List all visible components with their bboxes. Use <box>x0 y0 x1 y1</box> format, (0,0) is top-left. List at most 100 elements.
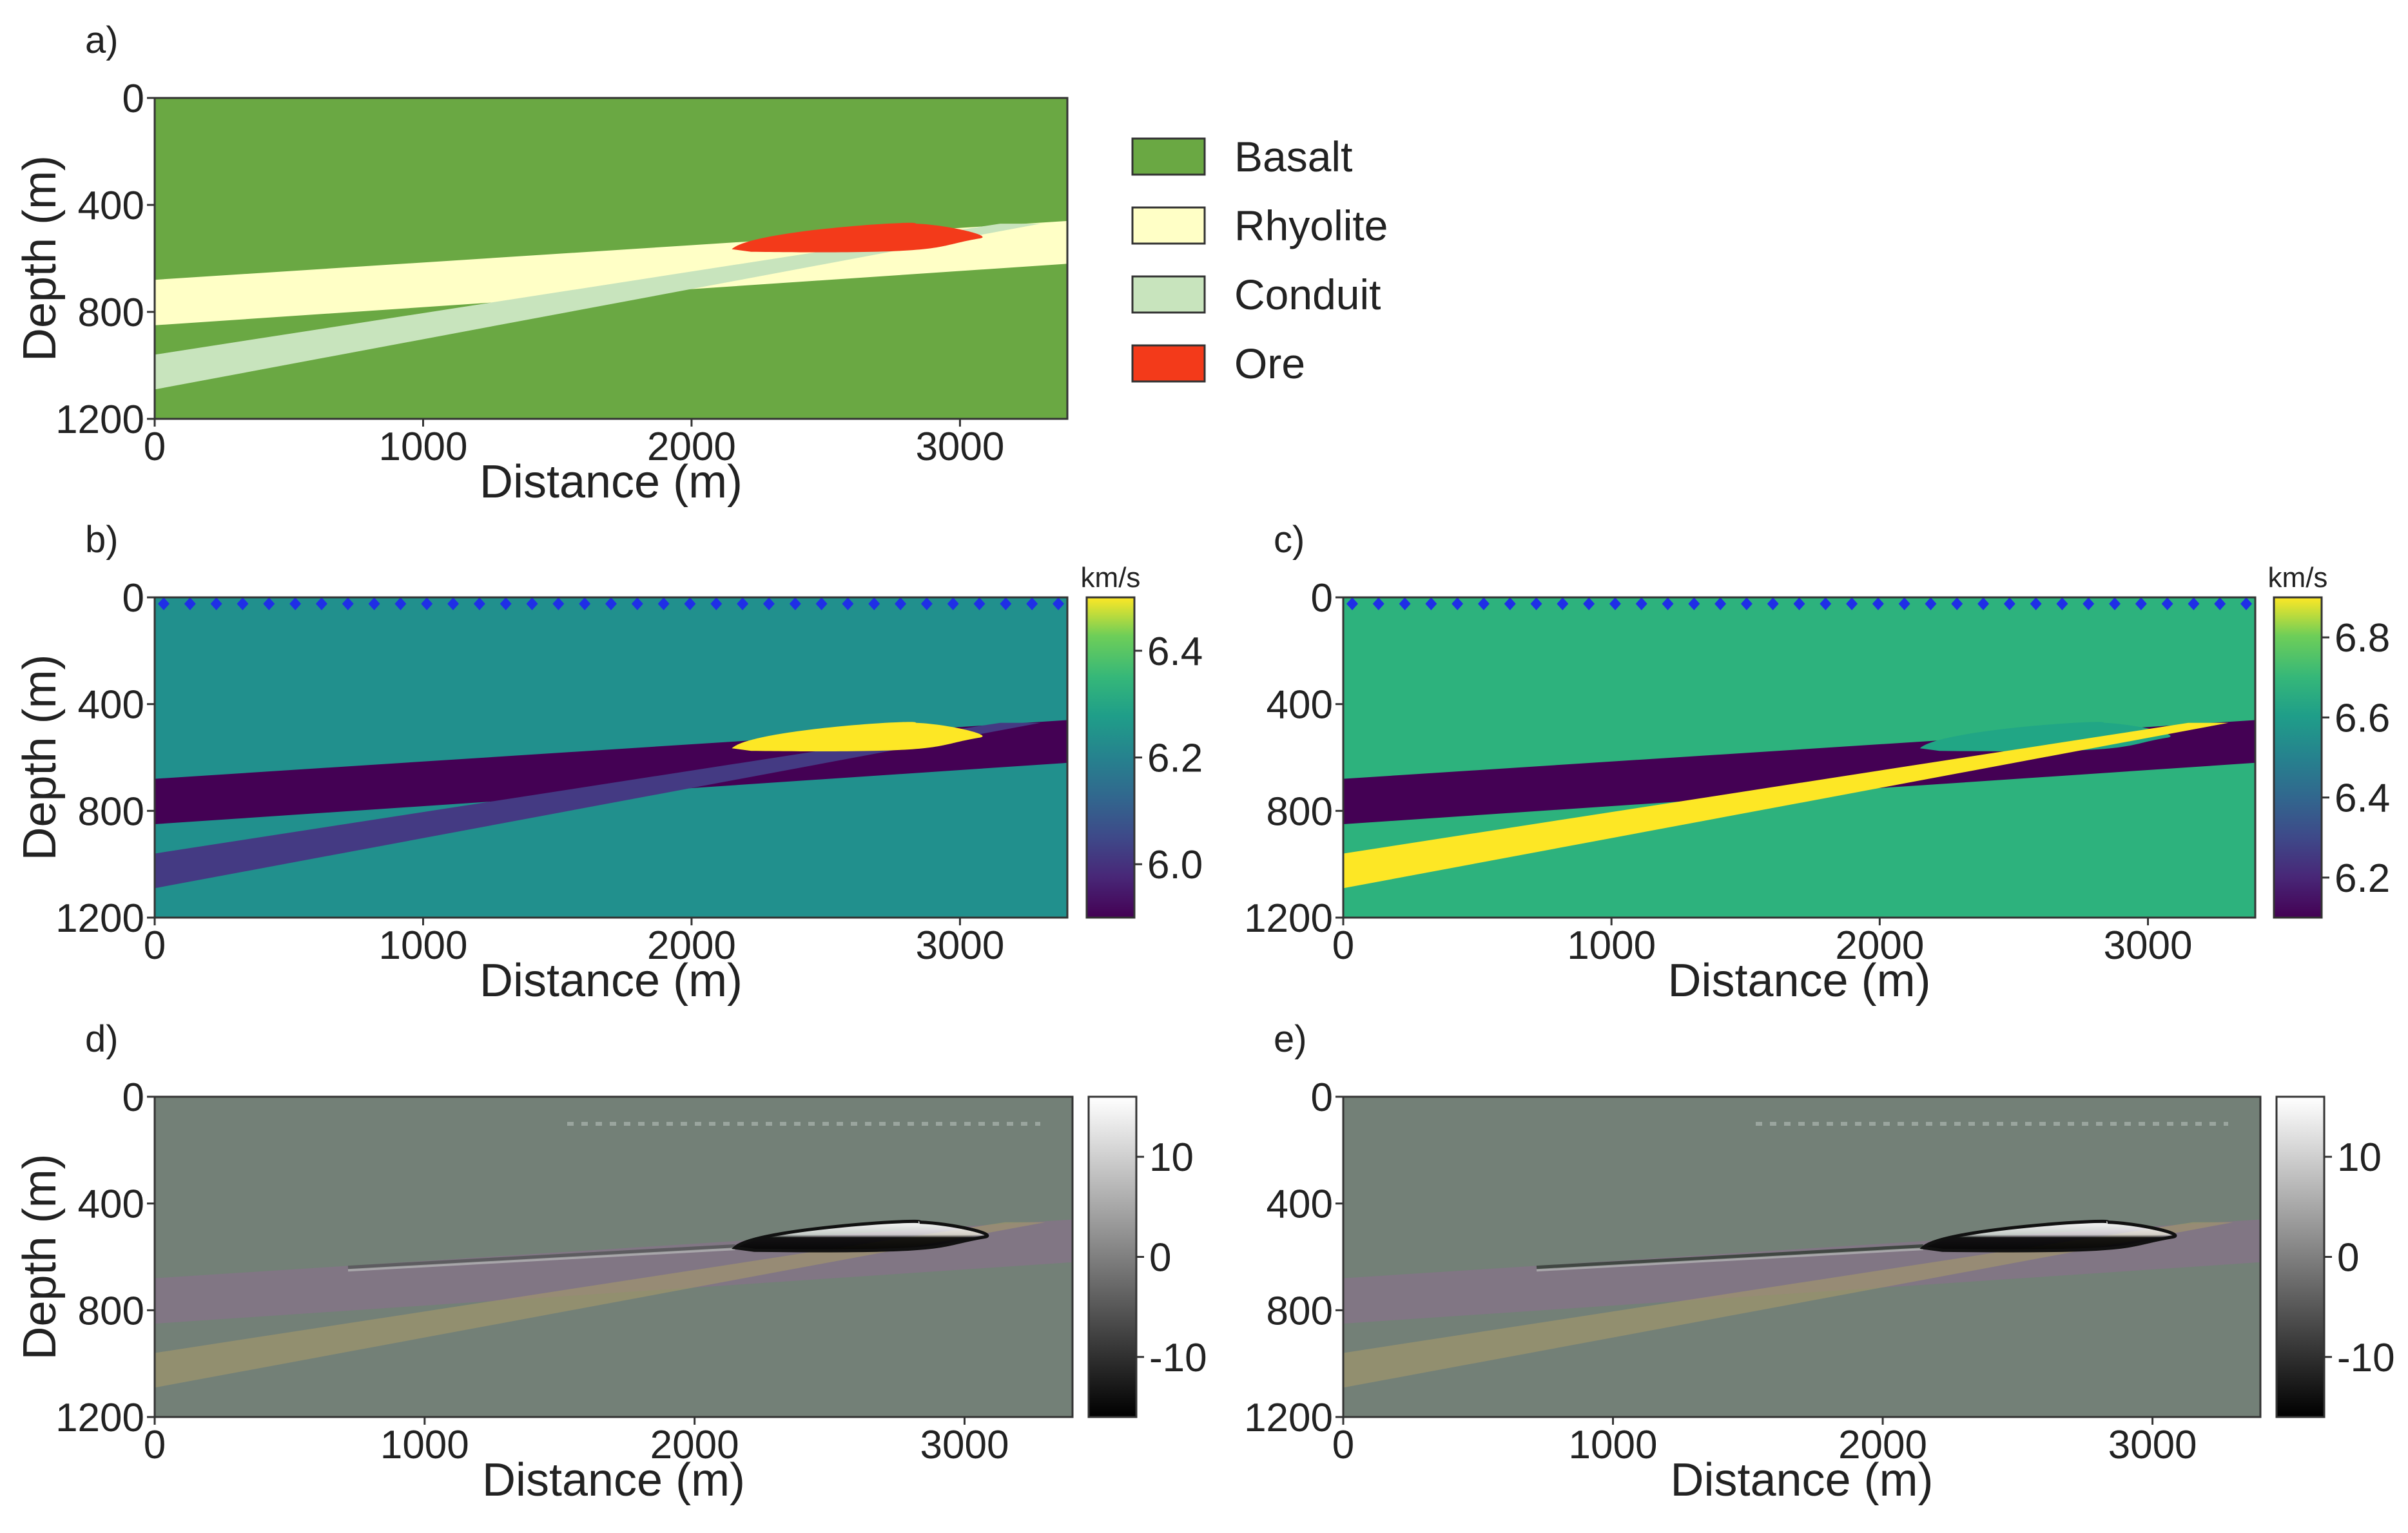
receiver-marker <box>605 597 617 610</box>
receiver-marker <box>1609 597 1621 610</box>
conduit-layer <box>155 224 1041 390</box>
receiver-marker <box>2161 597 2173 610</box>
x-tick-label: 1000 <box>380 1423 469 1467</box>
receiver-marker <box>473 597 485 610</box>
colorbar-tick-label: -10 <box>1149 1336 1207 1380</box>
colorbar-tick-label: 10 <box>2337 1135 2382 1180</box>
colorbar-tick-label: 6.8 <box>2335 616 2390 660</box>
y-tick-label: 1200 <box>1244 896 1333 941</box>
colorbar-tick-label: 6.6 <box>2335 696 2390 740</box>
panel-a: 0 1000 2000 3000 0 400 800 1200 Distance (m) Dept… <box>14 19 1069 508</box>
receiver-marker <box>1000 597 1012 610</box>
y-tick-label: 400 <box>78 683 144 728</box>
receiver-marker <box>394 597 407 610</box>
receiver-marker <box>868 597 880 610</box>
x-tick-label: 0 <box>144 1423 166 1467</box>
receiver-marker <box>579 597 591 610</box>
panel-c: 0 1000 2000 3000 0 400 800 1200 Distance (m) c) 6.… <box>1244 519 2390 1007</box>
receiver-marker <box>789 597 801 610</box>
ore-reflection <box>735 1221 987 1251</box>
y-tick-label: 400 <box>1267 1182 1333 1227</box>
colorbar-tick-label: 6.2 <box>1147 737 1203 781</box>
y-tick-label: 400 <box>1267 683 1333 728</box>
x-tick-label: 2000 <box>647 923 736 968</box>
plot-area <box>1343 1097 2260 1417</box>
conduit-layer <box>155 722 1041 889</box>
colorbar-tick-label: 6.4 <box>2335 776 2390 821</box>
x-tick-label: 0 <box>144 425 166 469</box>
x-axis-label: Distance (m) <box>482 1454 745 1506</box>
y-tick-label: 800 <box>78 291 144 335</box>
receiver-marker <box>1530 597 1542 610</box>
receiver-marker <box>842 597 854 610</box>
legend-swatch-basalt <box>1131 137 1206 176</box>
receiver-marker <box>1504 597 1516 610</box>
receiver-marker <box>2135 597 2147 610</box>
x-axis-label: Distance (m) <box>480 456 743 508</box>
y-tick-label: 1200 <box>1244 1396 1333 1440</box>
x-tick-label: 0 <box>1332 923 1354 968</box>
receiver-marker <box>2240 597 2252 610</box>
y-tick-label: 0 <box>122 1075 144 1120</box>
ore-body <box>732 722 983 751</box>
axes-frame <box>1342 596 2257 919</box>
receiver-marker <box>1846 597 1858 610</box>
plot-area <box>1343 597 2255 918</box>
y-tick-label: 800 <box>78 789 144 834</box>
legend-swatch-rhyolite <box>1131 206 1206 245</box>
receiver-marker <box>2083 597 2095 610</box>
y-tick-label: 800 <box>1267 1289 1333 1333</box>
y-tick-label: 0 <box>122 576 144 621</box>
x-axis-label: Distance (m) <box>1670 1454 1933 1506</box>
conduit-layer <box>1343 722 2229 889</box>
legend-label-ore: Ore <box>1234 340 1305 387</box>
legend: Basalt Rhyolite Conduit Ore <box>1131 133 1388 387</box>
y-axis-label: Depth (m) <box>14 155 66 362</box>
receiver-marker <box>1872 597 1884 610</box>
receiver-marker <box>1452 597 1464 610</box>
colorbar-unit: km/s <box>1081 562 1141 593</box>
receiver-marker <box>1026 597 1038 610</box>
receiver-marker <box>1346 597 1358 610</box>
y-tick-label: 400 <box>78 1182 144 1227</box>
receiver-marker <box>2030 597 2042 610</box>
receiver-marker <box>2214 597 2226 610</box>
x-tick-label: 3000 <box>920 1423 1009 1467</box>
receiver-marker <box>526 597 538 610</box>
receiver-marker <box>1767 597 1779 610</box>
reflector <box>1536 1248 1923 1272</box>
reflector <box>1536 1244 1924 1270</box>
receiver-marker <box>342 597 354 610</box>
conduit-overlay <box>155 1222 1046 1388</box>
receiver-marker <box>1425 597 1437 610</box>
receiver-marker <box>710 597 723 610</box>
x-tick-label: 3000 <box>2104 923 2193 968</box>
receiver-marker <box>2056 597 2068 610</box>
receiver-marker <box>1557 597 1569 610</box>
colorbar-tick-label: -10 <box>2337 1336 2395 1380</box>
panel-label: c) <box>1274 519 1305 561</box>
receiver-marker <box>1053 597 1064 610</box>
colorbar-tick-label: 6.2 <box>2335 856 2390 901</box>
x-tick-label: 1000 <box>379 425 468 469</box>
ore-reflection <box>1923 1221 2175 1251</box>
x-tick-label: 0 <box>1332 1423 1354 1467</box>
y-tick-label: 800 <box>1267 789 1333 834</box>
receiver-marker <box>1477 597 1490 610</box>
receiver-marker <box>1793 597 1805 610</box>
receiver-marker <box>289 597 302 610</box>
receiver-marker <box>1977 597 1990 610</box>
y-tick-label: 0 <box>122 77 144 121</box>
receiver-marker <box>815 597 828 610</box>
plot-area <box>155 597 1067 918</box>
plot-area <box>155 1097 1073 1417</box>
colorbar <box>1087 1095 1138 1418</box>
colorbar-unit: km/s <box>2268 562 2328 593</box>
x-tick-label: 1000 <box>1567 923 1656 968</box>
receiver-marker <box>447 597 460 610</box>
panel-b: 0 1000 2000 3000 0 400 800 1200 Distance (m) Dept… <box>14 519 1203 1007</box>
receiver-marker <box>684 597 696 610</box>
colorbar <box>2275 1095 2325 1418</box>
colorbar-tick-label: 0 <box>2337 1236 2359 1280</box>
